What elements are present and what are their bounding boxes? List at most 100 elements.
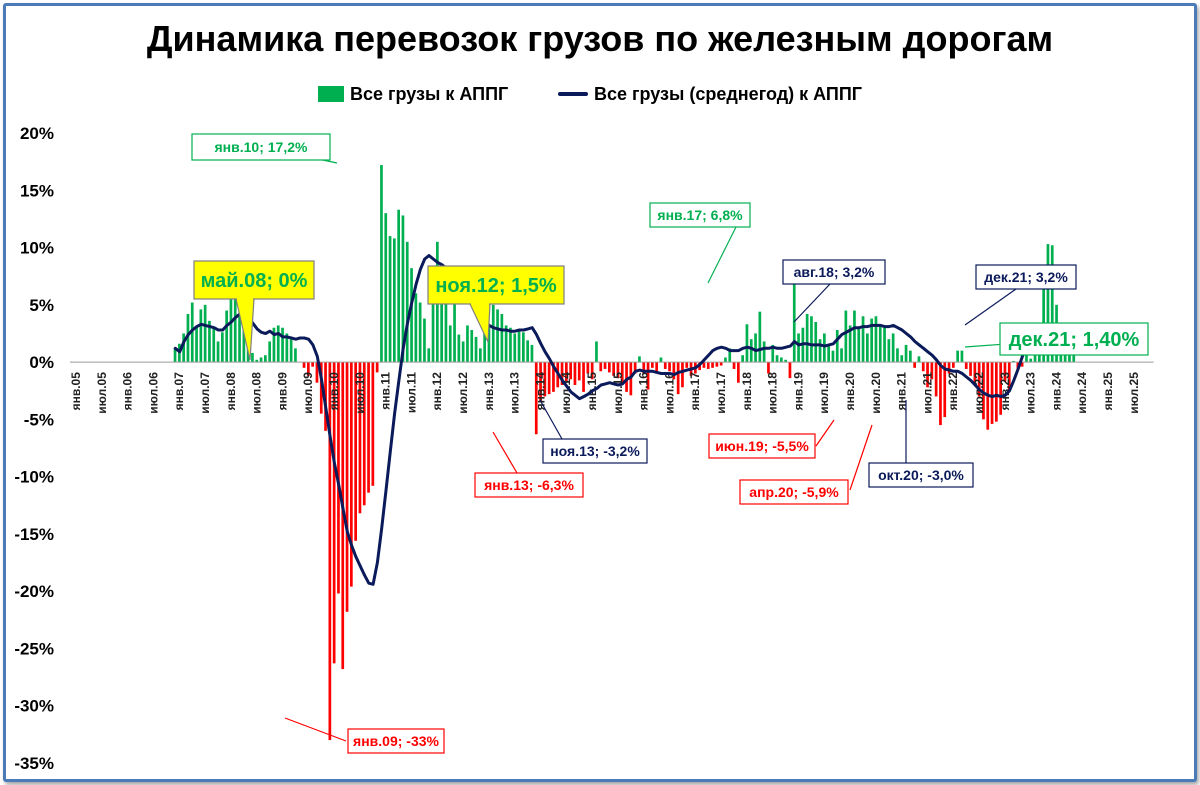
x-tick-label: июл.06 (146, 372, 160, 414)
x-tick-label: янв.22 (946, 372, 960, 411)
bar (874, 316, 878, 363)
bar (332, 362, 336, 664)
bar (676, 362, 680, 395)
bar (663, 362, 667, 369)
x-tick-label: янв.12 (430, 372, 444, 411)
bar (1020, 362, 1024, 367)
annotation-label: ноя.12; 1,5% (435, 275, 557, 297)
bar (947, 362, 951, 374)
bar (995, 362, 998, 422)
bar (896, 348, 899, 363)
bar (599, 362, 603, 372)
bar (913, 362, 916, 368)
bar (388, 236, 392, 363)
bar-series (173, 165, 1076, 741)
annotation-leader (707, 226, 737, 284)
bar (1025, 352, 1028, 363)
annotation-box (193, 260, 315, 300)
bar (749, 339, 753, 363)
bar (487, 325, 491, 363)
bar (517, 330, 521, 363)
bar (182, 333, 185, 363)
bar (427, 348, 431, 363)
bar (866, 333, 869, 363)
bar (547, 362, 551, 395)
bar (934, 362, 938, 397)
bar (212, 327, 216, 363)
bar (848, 325, 852, 363)
bar (956, 350, 959, 363)
x-tick-label: янв.18 (740, 372, 754, 411)
bar (612, 362, 615, 376)
annotation-box (474, 472, 584, 498)
bar (522, 332, 525, 363)
bar (573, 362, 577, 385)
bar (242, 318, 246, 363)
chart-title: Динамика перевозок грузов по железным до… (146, 18, 1054, 59)
bar (354, 362, 357, 541)
bar (448, 325, 452, 363)
bar (418, 302, 422, 363)
bar (496, 309, 499, 363)
bar (595, 341, 598, 363)
bar (668, 362, 671, 372)
bar (616, 362, 620, 379)
bar (272, 327, 276, 363)
bar (203, 304, 207, 363)
annotation-box (649, 202, 751, 228)
y-tick-label: 20% (20, 124, 54, 143)
annotation-label: июн.19; -5,5% (715, 438, 809, 454)
series-line (173, 254, 1076, 586)
annotation-box (708, 433, 816, 459)
annotation-label: май.08; 0% (201, 270, 308, 292)
x-tick-label: янв.19 (791, 372, 805, 411)
bar (853, 310, 856, 363)
annotation-label: ноя.13; -3,2% (550, 443, 640, 459)
chart-legend: Все грузы к АППГ Все грузы (среднегод) к… (0, 82, 1200, 106)
legend-bar-swatch (318, 86, 344, 102)
x-tick-label: июл.21 (920, 372, 934, 414)
bar (715, 362, 719, 367)
x-tick-label: июл.10 (353, 372, 367, 414)
bar (371, 362, 375, 486)
annotation-label: дек.21; 1,40% (1009, 329, 1140, 351)
bar (479, 348, 482, 363)
bar (887, 339, 891, 363)
bar (307, 362, 310, 376)
bar (208, 320, 211, 363)
bar (939, 362, 942, 426)
x-tick-label: июл.08 (250, 372, 264, 414)
bar (530, 344, 534, 363)
bar (565, 362, 568, 383)
y-tick-label: 10% (20, 239, 54, 258)
x-tick-label: янв.14 (533, 372, 547, 411)
annotation-box (347, 728, 445, 754)
bar (491, 304, 495, 363)
bar (341, 362, 345, 670)
bar (539, 362, 542, 403)
bar (603, 362, 607, 369)
bar (345, 362, 349, 612)
annotation-label: дек.21; 3,2% (984, 269, 1068, 285)
bar (401, 215, 405, 363)
legend-item-line: Все грузы (среднегод) к АППГ (558, 82, 862, 106)
bar (586, 362, 590, 374)
bar (534, 362, 538, 435)
legend-item-bars: Все грузы к АППГ (318, 82, 508, 106)
annotation-leader (492, 431, 518, 474)
bar (457, 334, 461, 363)
bar (504, 325, 508, 363)
bar (560, 362, 564, 385)
bar (319, 362, 323, 414)
bar (857, 327, 861, 363)
legend-bars-label: Все грузы к АППГ (350, 83, 509, 104)
bar (251, 352, 254, 363)
bar (483, 330, 486, 363)
chart-frame (3, 3, 1197, 782)
bar (904, 344, 908, 363)
bar (221, 332, 224, 363)
bar (737, 362, 740, 383)
bar (964, 362, 968, 369)
bar (199, 309, 203, 363)
